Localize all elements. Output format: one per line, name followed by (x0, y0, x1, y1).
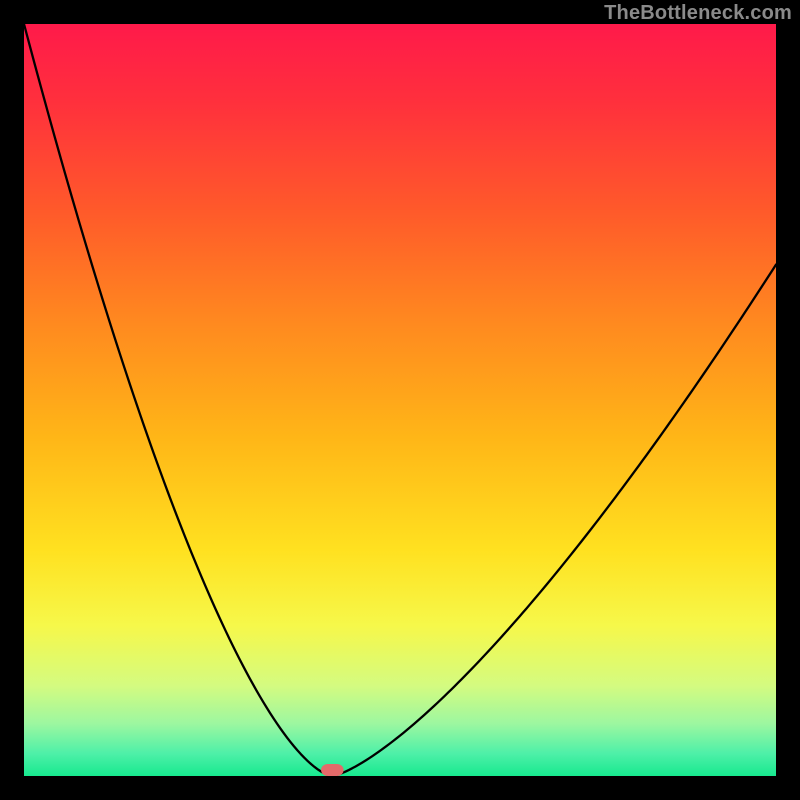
watermark: TheBottleneck.com (604, 2, 792, 25)
plot-background (24, 24, 776, 776)
chart-svg (0, 0, 800, 800)
chart-wrap: TheBottleneck.com (0, 0, 800, 800)
optimal-point-marker (321, 764, 344, 776)
